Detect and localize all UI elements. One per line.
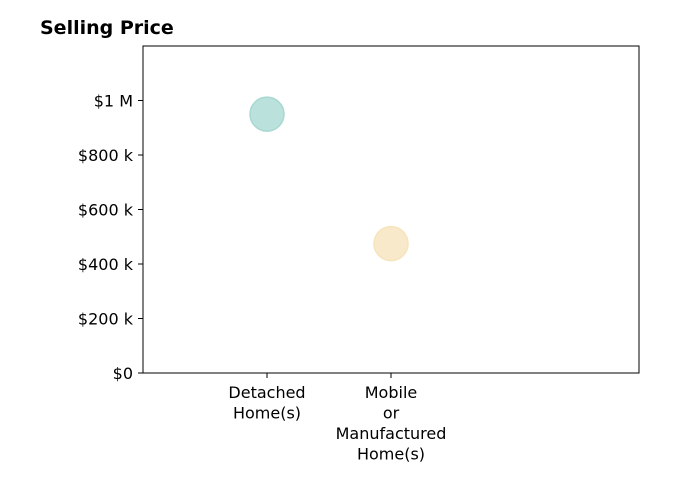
data-point bbox=[373, 225, 409, 262]
y-tick-label: $800 k bbox=[78, 146, 134, 165]
y-tick-label: $0 bbox=[113, 364, 133, 383]
chart-title: Selling Price bbox=[40, 17, 174, 39]
y-tick-label: $1 M bbox=[94, 92, 133, 111]
data-point bbox=[249, 96, 285, 132]
data-points bbox=[249, 96, 409, 262]
y-tick-label: $400 k bbox=[78, 255, 134, 274]
x-tick-label: Mobile or Manufactured Home(s) bbox=[336, 383, 447, 464]
x-axis: Detached Home(s) Mobile or Manufactured Home(… bbox=[228, 373, 446, 464]
x-tick-label: Detached Home(s) bbox=[228, 383, 305, 423]
plot-frame bbox=[142, 45, 640, 374]
y-axis: $0 $200 k $400 k $600 k $800 k $1 M bbox=[78, 92, 143, 383]
y-tick-label: $600 k bbox=[78, 201, 134, 220]
y-tick-label: $200 k bbox=[78, 310, 134, 329]
